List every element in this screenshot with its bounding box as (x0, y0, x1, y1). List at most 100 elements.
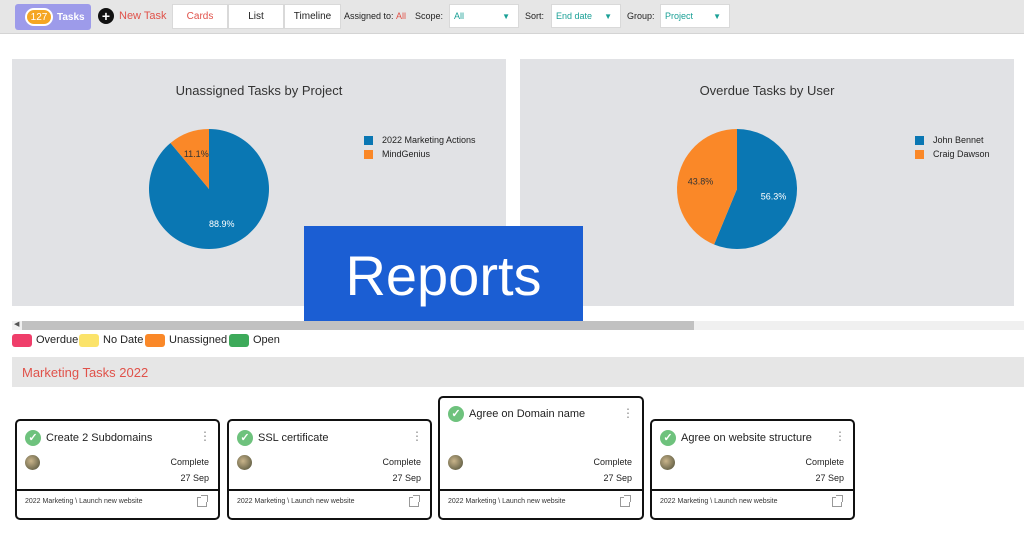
sort-select[interactable]: End date ▼ (551, 4, 621, 28)
chart-title: Unassigned Tasks by Project (175, 83, 343, 98)
tab-list[interactable]: List (228, 4, 284, 29)
assigned-to-value[interactable]: All (396, 11, 407, 21)
external-link-icon[interactable] (409, 495, 420, 507)
check-icon: ✓ (660, 430, 676, 446)
task-card[interactable]: ✓ Agree on website structure ⋮ Complete … (650, 419, 855, 520)
external-link-icon[interactable] (197, 495, 208, 507)
card-status: Complete (805, 457, 844, 467)
card-divider (17, 489, 218, 491)
reports-banner: Reports (304, 226, 583, 324)
card-divider (229, 489, 430, 491)
status-legend-label: No Date (103, 334, 144, 346)
card-status: Complete (593, 457, 632, 467)
status-legend-label: Open (253, 334, 280, 346)
card-date: 27 Sep (815, 473, 844, 483)
scrollbar-thumb[interactable] (22, 321, 694, 330)
kebab-menu-icon[interactable]: ⋮ (411, 429, 423, 443)
check-icon: ✓ (237, 430, 253, 446)
status-legend-no-date: No Date (79, 333, 143, 347)
pie-slice-label: 11.1% (184, 149, 209, 159)
sort-value: End date (556, 11, 593, 21)
overdue-swatch (12, 333, 32, 347)
legend-label: John Bennet (933, 135, 984, 145)
avatar (660, 455, 675, 470)
group-header[interactable]: Marketing Tasks 2022 (12, 357, 1024, 387)
legend-label: 2022 Marketing Actions (382, 135, 476, 145)
tab-cards[interactable]: Cards (172, 4, 228, 29)
legend-label: MindGenius (382, 149, 431, 159)
scroll-left-icon[interactable]: ◀ (14, 321, 20, 328)
card-divider (440, 489, 642, 491)
pie-chart-svg: 88.9% 11.1% (149, 129, 270, 249)
pie-slice-craig-dawson (677, 129, 737, 245)
tasks-label: Tasks (57, 11, 85, 23)
unassigned-swatch (145, 333, 165, 347)
new-task-button[interactable]: New Task (119, 10, 167, 22)
task-card[interactable]: ✓ Agree on Domain name ⋮ Complete 27 Sep… (438, 396, 644, 520)
external-link-icon[interactable] (620, 495, 631, 507)
pie-slice-john-bennet (714, 129, 797, 250)
group-value: Project (665, 11, 694, 21)
check-icon: ✓ (25, 430, 41, 446)
legend-swatch (915, 149, 924, 159)
status-legend-open: Open (229, 333, 280, 347)
legend-swatch (915, 135, 924, 145)
legend-item: Craig Dawson (915, 149, 990, 159)
card-title: SSL certificate (258, 432, 329, 444)
open-swatch (229, 333, 249, 347)
chevron-down-icon: ▼ (713, 12, 721, 21)
scope-label: Scope: (415, 11, 444, 21)
card-date: 27 Sep (180, 473, 209, 483)
avatar (25, 455, 40, 470)
card-date: 27 Sep (392, 473, 421, 483)
avatar (237, 455, 252, 470)
pie-chart-svg: 56.3% 43.8% (677, 129, 797, 250)
card-title: Agree on website structure (681, 432, 812, 444)
card-path: 2022 Marketing \ Launch new website (25, 498, 143, 505)
group-select[interactable]: Project ▼ (660, 4, 730, 28)
card-status: Complete (170, 457, 209, 467)
legend-item: John Bennet (915, 135, 984, 145)
kebab-menu-icon[interactable]: ⋮ (622, 406, 634, 420)
status-legend-overdue: Overdue (12, 333, 78, 347)
chevron-down-icon: ▼ (502, 12, 510, 21)
tab-timeline[interactable]: Timeline (284, 4, 341, 29)
pie-slice-label: 56.3% (761, 191, 787, 201)
no-date-swatch (79, 333, 99, 347)
group-label: Group: (627, 11, 655, 21)
unassigned-tasks-chart: Unassigned Tasks by Project 88.9% 11.1% 2… (12, 59, 506, 306)
kebab-menu-icon[interactable]: ⋮ (199, 429, 211, 443)
pie-slice-label: 88.9% (209, 219, 235, 229)
card-title: Agree on Domain name (469, 408, 586, 420)
pie-slice-2022-marketing-actions (149, 129, 270, 249)
kebab-menu-icon[interactable]: ⋮ (834, 429, 846, 443)
card-status: Complete (382, 457, 421, 467)
overdue-tasks-chart: Overdue Tasks by User 56.3% 43.8% John Be… (520, 59, 1014, 306)
check-icon: ✓ (448, 406, 464, 422)
task-card[interactable]: ✓ SSL certificate ⋮ Complete 27 Sep 2022… (227, 419, 432, 520)
tasks-button[interactable]: 127 Tasks (15, 4, 91, 30)
status-legend-label: Unassigned (169, 334, 228, 346)
tasks-count-badge: 127 (25, 8, 53, 26)
sort-label: Sort: (525, 11, 545, 21)
pie-right-group: 56.3% 43.8% (677, 129, 797, 250)
legend-item: 2022 Marketing Actions (364, 135, 476, 145)
legend-swatch (364, 135, 373, 145)
card-path: 2022 Marketing \ Launch new website (660, 498, 778, 505)
card-title: Create 2 Subdomains (46, 432, 153, 444)
plus-icon[interactable]: + (98, 8, 114, 24)
pie-slice-label: 43.8% (688, 177, 714, 187)
status-legend-label: Overdue (36, 334, 79, 346)
chart-title: Overdue Tasks by User (699, 83, 835, 98)
legend-label: Craig Dawson (933, 149, 990, 159)
task-card[interactable]: ✓ Create 2 Subdomains ⋮ Complete 27 Sep … (15, 419, 220, 520)
scope-select[interactable]: All ▼ (449, 4, 519, 28)
legend-swatch (364, 149, 373, 159)
pie-left-group: 88.9% 11.1% (149, 129, 270, 249)
external-link-icon[interactable] (832, 495, 843, 507)
card-divider (652, 489, 853, 491)
chevron-down-icon: ▼ (604, 12, 612, 21)
assigned-to-label: Assigned to: (344, 11, 394, 21)
card-path: 2022 Marketing \ Launch new website (448, 498, 566, 505)
group-title: Marketing Tasks 2022 (22, 365, 149, 380)
